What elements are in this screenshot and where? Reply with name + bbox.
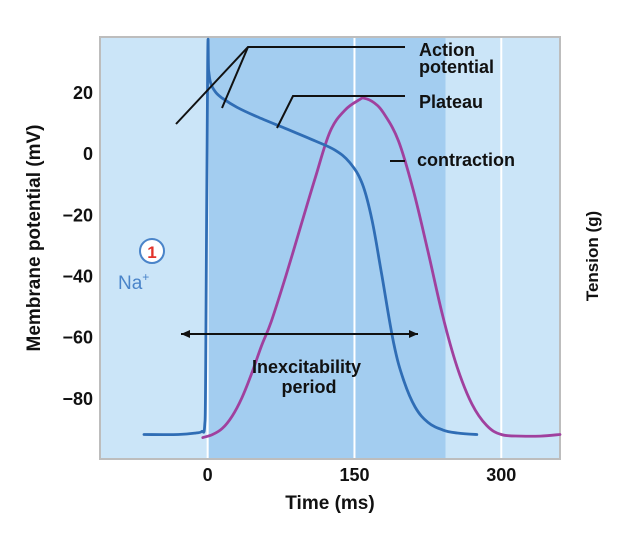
contraction-label: contraction [417,150,515,170]
y-tick-label: −60 [62,328,93,348]
x-tick-label: 150 [339,465,369,485]
x-axis-label: Time (ms) [285,493,374,514]
plateau-label: Plateau [419,92,483,112]
y-axis-label: Membrane potential (mV) [24,125,45,352]
sodium-influx-annotation: 1 Na+ [118,238,165,294]
action-potential-curve [142,38,479,437]
step-number: 1 [147,243,156,262]
y-tick-label: −20 [62,205,93,225]
y-tick-label: −80 [62,389,93,409]
inexcitability-annotation: Inexcitability period [181,330,418,397]
action-potential-annotation: Action potential [175,40,494,125]
y-tick-label: 20 [73,83,93,103]
x-axis-ticks: 0 150 300 [203,465,517,485]
series-layer [142,38,562,439]
y-axis-ticks: 20 0 −20 −40 −60 −80 [62,83,93,409]
plot-frame [99,36,561,460]
y-tick-label: 0 [83,144,93,164]
action-potential-label: Action potential [419,40,494,77]
contraction-annotation: contraction [390,150,515,170]
plateau-annotation: Plateau [276,92,483,129]
step-number-badge [139,238,165,264]
x-tick-label: 0 [203,465,213,485]
sodium-ion-label: Na+ [118,270,149,294]
secondary-y-axis-label: Tension (g) [583,211,602,301]
x-tick-label: 300 [486,465,516,485]
contraction-curve [201,96,562,439]
y-tick-label: −40 [62,267,93,287]
plateau-leader-line [276,95,405,129]
plot-area [99,36,562,460]
action-potential-leader-line [221,46,249,109]
inexcitability-label: Inexcitability period [252,357,366,397]
